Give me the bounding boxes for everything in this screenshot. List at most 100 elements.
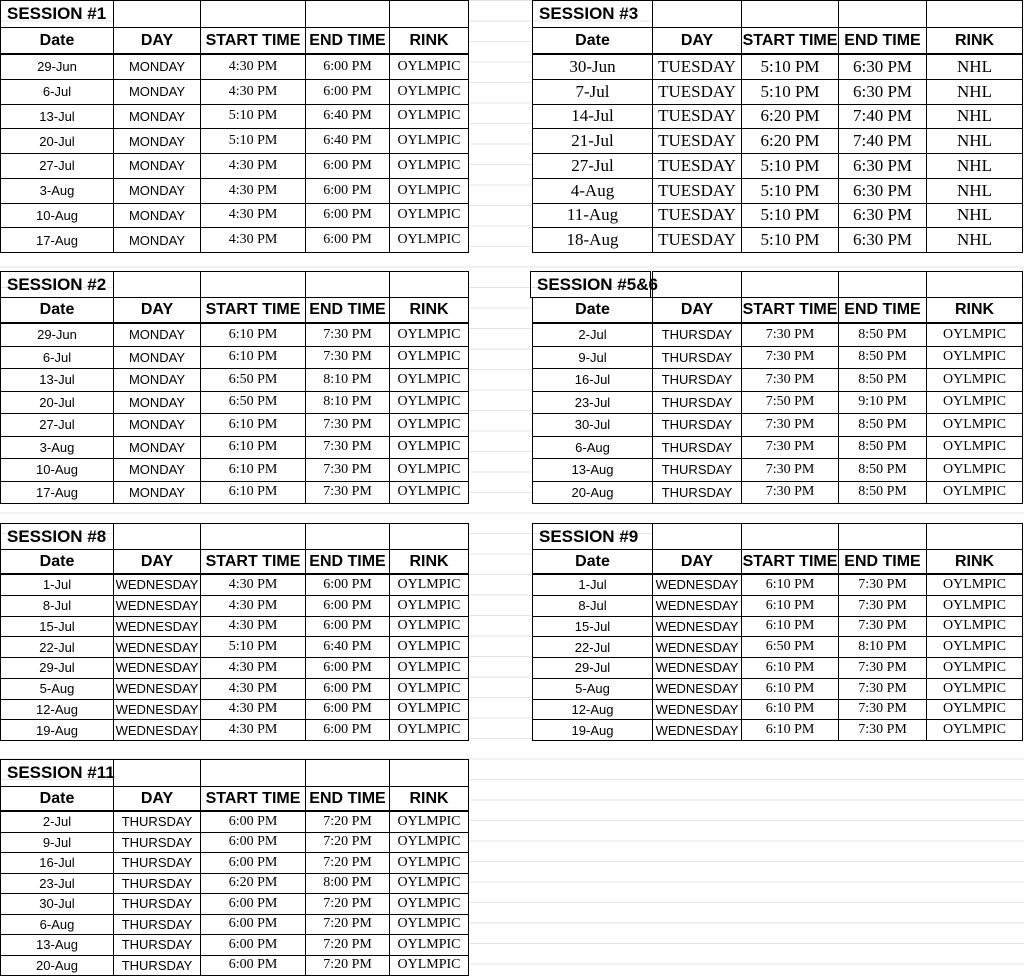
rink-cell: OYLMPIC xyxy=(926,413,1023,437)
day-cell: MONDAY xyxy=(113,153,201,179)
start-time-cell: 5:10 PM xyxy=(741,78,839,105)
end-time-cell: 7:30 PM xyxy=(305,480,390,504)
rink-cell: OYLMPIC xyxy=(389,413,469,437)
start-time-cell: 6:50 PM xyxy=(741,636,839,658)
column-header: END TIME xyxy=(838,549,927,575)
end-time-cell: 8:50 PM xyxy=(838,458,927,482)
end-time-cell: 6:00 PM xyxy=(305,78,390,105)
end-time-cell: 8:50 PM xyxy=(838,435,927,459)
end-time-cell: 6:30 PM xyxy=(838,54,927,80)
column-header: DAY xyxy=(113,786,201,812)
start-time-cell: 7:30 PM xyxy=(741,413,839,437)
start-time-cell: 5:10 PM xyxy=(741,202,839,229)
end-time-cell: 8:50 PM xyxy=(838,413,927,437)
end-time-cell: 7:30 PM xyxy=(838,594,927,617)
empty-cell xyxy=(200,0,306,28)
date-cell: 9-Jul xyxy=(532,345,653,369)
rink-cell: OYLMPIC xyxy=(389,54,469,80)
empty-cell xyxy=(838,523,927,550)
rink-cell: OYLMPIC xyxy=(389,480,469,504)
date-cell: 19-Aug xyxy=(0,719,114,741)
end-time-cell: 7:30 PM xyxy=(305,323,390,347)
rink-cell: OYLMPIC xyxy=(389,954,469,976)
day-cell: TUESDAY xyxy=(652,103,742,130)
column-header: END TIME xyxy=(305,786,390,812)
end-time-cell: 7:40 PM xyxy=(838,128,927,154)
start-time-cell: 7:30 PM xyxy=(741,368,839,392)
date-cell: 15-Jul xyxy=(532,615,653,638)
date-cell: 13-Aug xyxy=(532,458,653,482)
end-time-cell: 8:10 PM xyxy=(305,390,390,414)
date-cell: 8-Jul xyxy=(0,594,114,617)
day-cell: THURSDAY xyxy=(113,893,201,915)
start-time-cell: 6:10 PM xyxy=(200,458,306,482)
end-time-cell: 6:00 PM xyxy=(305,615,390,638)
start-time-cell: 6:00 PM xyxy=(200,954,306,976)
start-time-cell: 4:30 PM xyxy=(200,202,306,229)
empty-cell xyxy=(113,523,201,550)
start-time-cell: 7:30 PM xyxy=(741,435,839,459)
start-time-cell: 6:10 PM xyxy=(741,657,839,679)
rink-cell: OYLMPIC xyxy=(389,698,469,721)
date-cell: 3-Aug xyxy=(0,435,114,459)
column-header: START TIME xyxy=(200,297,306,324)
rink-cell: OYLMPIC xyxy=(926,345,1023,369)
start-time-cell: 5:10 PM xyxy=(200,103,306,130)
start-time-cell: 6:20 PM xyxy=(200,872,306,894)
end-time-cell: 8:50 PM xyxy=(838,480,927,504)
empty-cell xyxy=(652,271,742,298)
column-header: END TIME xyxy=(305,549,390,575)
start-time-cell: 6:00 PM xyxy=(200,852,306,874)
column-header: DAY xyxy=(652,297,742,324)
empty-cell xyxy=(838,0,927,28)
date-cell: 29-Jul xyxy=(532,657,653,679)
column-header: START TIME xyxy=(741,27,839,55)
start-time-cell: 7:30 PM xyxy=(741,323,839,347)
column-header: RINK xyxy=(389,549,469,575)
date-cell: 16-Jul xyxy=(532,368,653,392)
day-cell: THURSDAY xyxy=(652,323,742,347)
end-time-cell: 6:40 PM xyxy=(305,103,390,130)
column-header: Date xyxy=(532,27,653,55)
start-time-cell: 6:20 PM xyxy=(741,128,839,154)
start-time-cell: 7:30 PM xyxy=(741,458,839,482)
day-cell: THURSDAY xyxy=(113,934,201,956)
start-time-cell: 4:30 PM xyxy=(200,677,306,700)
day-cell: WEDNESDAY xyxy=(113,657,201,679)
start-time-cell: 6:20 PM xyxy=(741,103,839,130)
date-cell: 30-Jun xyxy=(532,54,653,80)
column-header: RINK xyxy=(389,297,469,324)
day-cell: THURSDAY xyxy=(113,852,201,874)
rink-cell: OYLMPIC xyxy=(389,202,469,229)
empty-cell xyxy=(200,759,306,787)
date-cell: 6-Aug xyxy=(0,913,114,935)
start-time-cell: 4:30 PM xyxy=(200,177,306,204)
start-time-cell: 6:10 PM xyxy=(741,594,839,617)
start-time-cell: 6:10 PM xyxy=(200,323,306,347)
start-time-cell: 6:10 PM xyxy=(200,435,306,459)
rink-cell: NHL xyxy=(926,78,1023,105)
date-cell: 7-Jul xyxy=(532,78,653,105)
empty-cell xyxy=(113,759,201,787)
end-time-cell: 6:00 PM xyxy=(305,657,390,679)
rink-cell: OYLMPIC xyxy=(389,153,469,179)
end-time-cell: 7:40 PM xyxy=(838,103,927,130)
column-header: Date xyxy=(532,549,653,575)
end-time-cell: 7:30 PM xyxy=(305,345,390,369)
day-cell: TUESDAY xyxy=(652,153,742,179)
day-cell: MONDAY xyxy=(113,128,201,154)
day-cell: THURSDAY xyxy=(113,831,201,853)
session-title: SESSION #1 xyxy=(0,0,114,28)
rink-cell: OYLMPIC xyxy=(389,913,469,935)
start-time-cell: 4:30 PM xyxy=(200,719,306,741)
date-cell: 29-Jul xyxy=(0,657,114,679)
empty-cell xyxy=(113,271,201,298)
day-cell: WEDNESDAY xyxy=(652,636,742,658)
day-cell: MONDAY xyxy=(113,202,201,229)
start-time-cell: 4:30 PM xyxy=(200,594,306,617)
date-cell: 27-Jul xyxy=(0,413,114,437)
date-cell: 6-Jul xyxy=(0,345,114,369)
rink-cell: OYLMPIC xyxy=(926,657,1023,679)
start-time-cell: 6:00 PM xyxy=(200,934,306,956)
column-header: Date xyxy=(0,786,114,812)
